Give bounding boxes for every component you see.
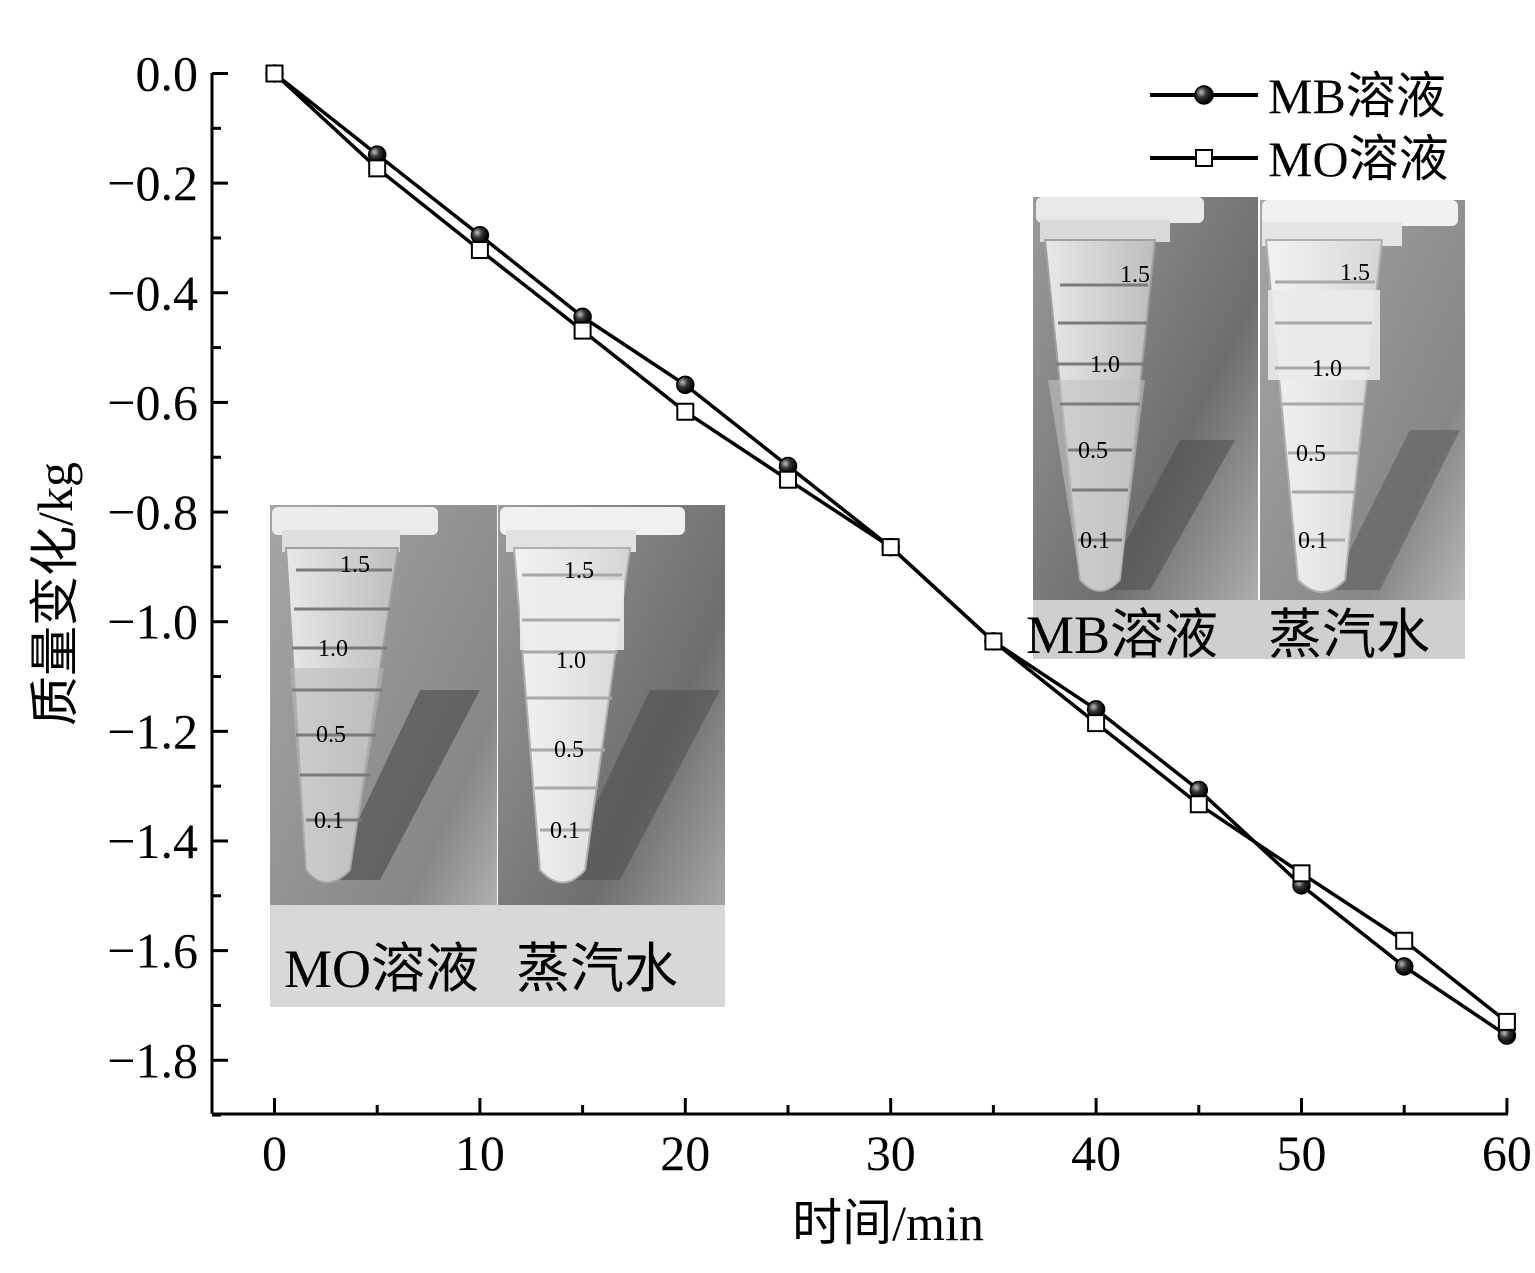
y-tick-label: −0.8 <box>107 484 198 540</box>
data-point-mo <box>984 632 1003 651</box>
inset-photo-mb-vs-steam-water: 1.5 1.0 0.5 0.1 1.5 1.0 <box>1026 197 1465 665</box>
x-tick-label: 50 <box>1277 1125 1327 1181</box>
y-tick-label: −0.4 <box>107 265 198 321</box>
data-point-mo <box>676 402 695 421</box>
tube-mark: 0.1 <box>550 818 580 844</box>
y-tick-label: −1.6 <box>107 923 198 979</box>
tube-mark: 1.0 <box>556 648 586 674</box>
y-tick-label: −1.0 <box>107 594 198 650</box>
legend-marker-circle <box>1194 85 1214 105</box>
tube-mark: 1.0 <box>1090 352 1120 378</box>
axes: 0.0−0.2−0.4−0.6−0.8−1.0−1.2−1.4−1.6−1.8 … <box>107 46 1532 1182</box>
tube-mark: 1.0 <box>318 636 348 662</box>
inset-photo-mo-vs-steam-water: 1.5 1.0 0.5 0.1 1.5 1.0 <box>270 505 725 1007</box>
x-tick-label: 20 <box>660 1125 710 1181</box>
tube-mark: 0.1 <box>314 808 344 834</box>
legend-item-mo: MO溶液 <box>1150 131 1449 187</box>
data-point-mo <box>881 538 900 557</box>
data-point-mo <box>1395 931 1414 950</box>
inset-label-mo: MO溶液 <box>284 939 479 999</box>
data-point-mo <box>1497 1012 1516 1031</box>
tube-steam-water-top: 1.5 1.0 0.5 0.1 <box>1262 200 1458 593</box>
tube-mark: 1.5 <box>564 558 594 584</box>
tube-mark: 0.5 <box>554 737 584 763</box>
data-point-mo <box>1292 864 1311 883</box>
tube-steam-water-bottom: 1.5 1.0 0.5 0.1 <box>500 507 685 884</box>
x-axis-title: 时间/min <box>792 1195 984 1251</box>
tube-mark: 0.5 <box>316 722 346 748</box>
data-point-mo <box>1189 795 1208 814</box>
x-tick-label: 30 <box>866 1125 916 1181</box>
y-axis-title: 质量变化/kg <box>27 462 83 726</box>
inset-label-steam-water: 蒸汽水 <box>1268 605 1430 665</box>
y-tick-label: −1.8 <box>107 1032 198 1088</box>
data-point-mo <box>779 470 797 489</box>
data-point-mb <box>1394 957 1414 976</box>
tube-mark: 1.5 <box>1340 260 1370 286</box>
legend-label-mo: MO溶液 <box>1268 131 1449 187</box>
tube-mark: 0.1 <box>1298 528 1328 554</box>
series-mo <box>265 64 1516 1031</box>
y-tick-label: 0.0 <box>136 46 199 102</box>
y-ticks: 0.0 −0.2 −0.4 −0.6 −0.8 −1.0 −1.2 −1.4 −1.6 −1.8 <box>107 46 228 1117</box>
tube-mb: 1.5 1.0 0.5 0.1 <box>1036 197 1204 592</box>
tube-mark: 0.5 <box>1078 438 1108 464</box>
y-tick-label: −0.2 <box>107 155 198 211</box>
x-tick-label: 10 <box>455 1125 505 1181</box>
x-tick-label: 0 <box>262 1125 287 1181</box>
tube-mark: 0.5 <box>1296 441 1326 467</box>
inset-label-steam-water: 蒸汽水 <box>516 939 678 999</box>
y-tick-label: −1.4 <box>107 813 198 869</box>
y-tick-label: −1.2 <box>107 703 198 759</box>
tube-mo: 1.5 1.0 0.5 0.1 <box>272 507 438 884</box>
data-point-mo <box>368 159 387 178</box>
tube-mark: 1.5 <box>1120 262 1150 288</box>
plot-area <box>265 64 1517 1045</box>
legend: MB溶液 MO溶液 <box>1150 68 1449 187</box>
legend-marker-square <box>1195 149 1213 167</box>
legend-item-mb: MB溶液 <box>1150 68 1446 124</box>
tube-mark: 1.0 <box>1312 356 1342 382</box>
x-ticks: 0 10 20 30 40 50 60 <box>262 1098 1532 1181</box>
inset-label-mb: MB溶液 <box>1026 605 1218 665</box>
legend-label-mb: MB溶液 <box>1268 68 1446 124</box>
data-point-mo <box>1087 714 1106 733</box>
data-point-mb <box>676 375 695 395</box>
data-point-mo <box>265 64 284 83</box>
data-point-mo <box>470 241 489 260</box>
tube-mark: 1.5 <box>340 552 370 578</box>
tube-mark: 0.1 <box>1080 528 1110 554</box>
data-point-mo <box>573 321 592 340</box>
y-tick-label: −0.6 <box>107 374 198 430</box>
x-tick-label: 60 <box>1482 1125 1532 1181</box>
x-tick-label: 40 <box>1071 1125 1121 1181</box>
